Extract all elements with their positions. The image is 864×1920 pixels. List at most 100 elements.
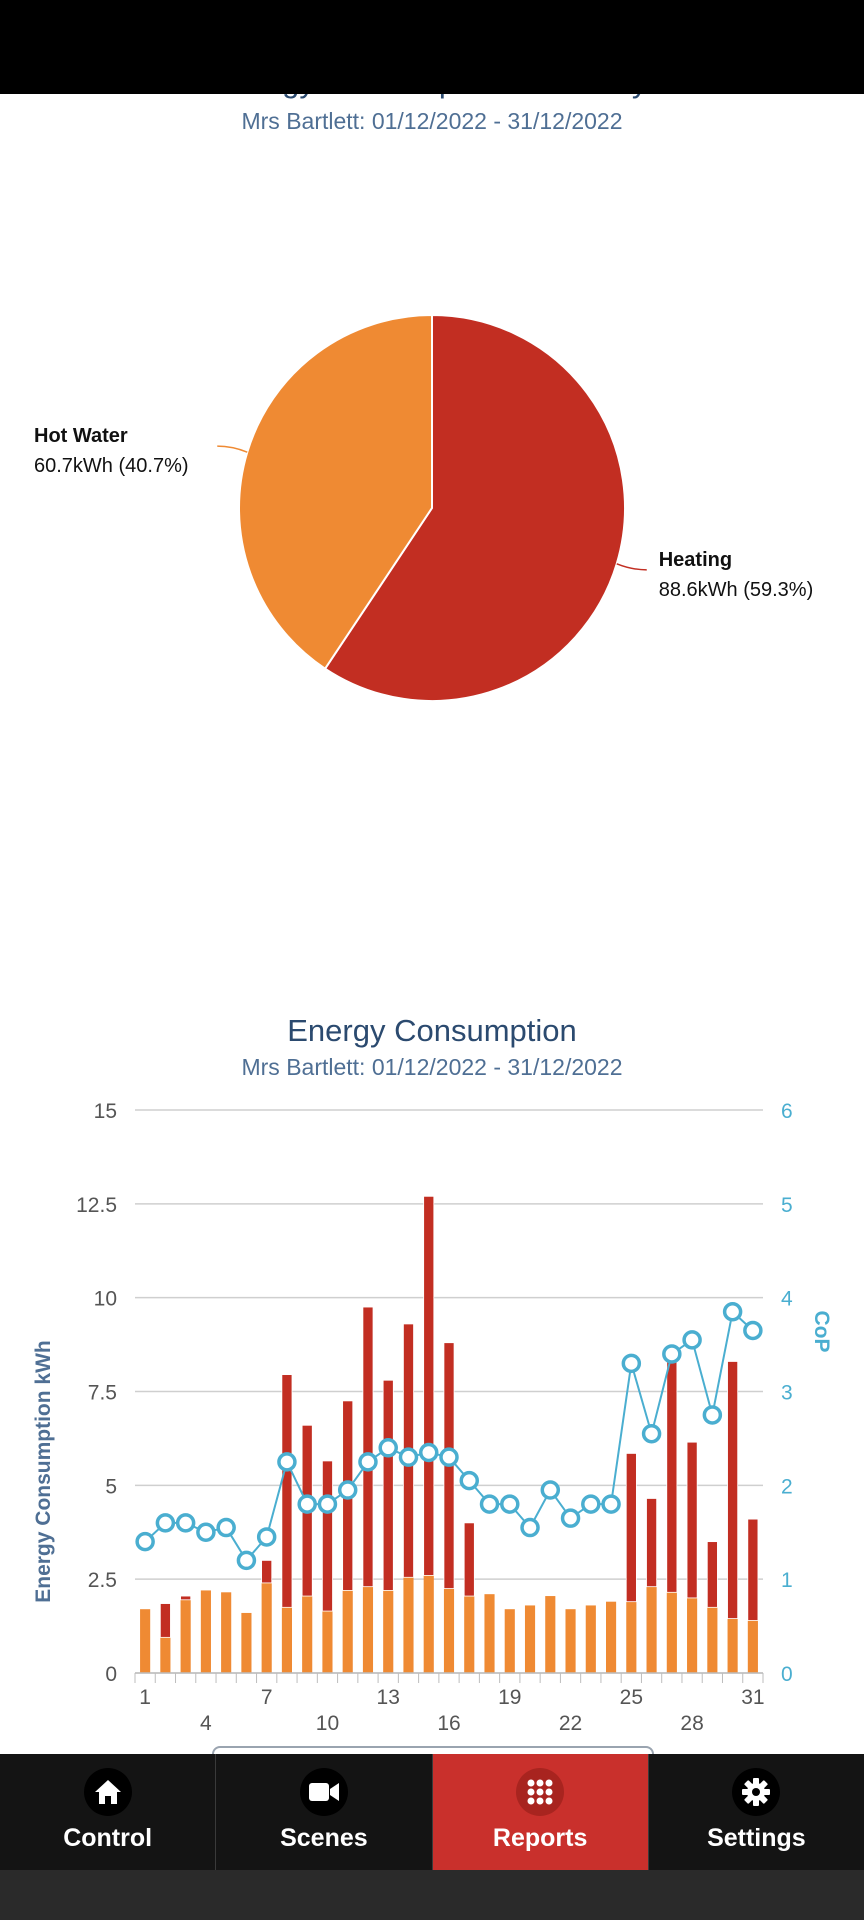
cop-point[interactable] [418, 1442, 439, 1463]
bar-heating[interactable] [625, 1453, 637, 1603]
bar-hot-water[interactable] [626, 1601, 637, 1673]
bar-hot-water[interactable] [565, 1609, 576, 1673]
bar-hot-water[interactable] [484, 1594, 495, 1673]
bar-hot-water[interactable] [423, 1575, 434, 1673]
cop-point[interactable] [155, 1513, 176, 1533]
bar-hot-water[interactable] [302, 1596, 313, 1673]
bar-hot-water[interactable] [443, 1588, 455, 1673]
cop-point[interactable] [439, 1447, 459, 1467]
bar-heating[interactable] [382, 1379, 394, 1591]
bar-heating[interactable] [463, 1522, 475, 1597]
cop-point[interactable] [500, 1494, 520, 1514]
bar-hot-water[interactable] [180, 1599, 191, 1673]
bar-heating[interactable] [686, 1441, 698, 1599]
bar-heating[interactable] [362, 1306, 374, 1588]
cop-point[interactable] [196, 1522, 216, 1542]
bar-hot-water[interactable] [322, 1611, 333, 1673]
cop-point[interactable] [297, 1494, 317, 1514]
cop-point[interactable] [601, 1494, 621, 1514]
bar-heating[interactable] [159, 1603, 171, 1638]
y2-tick-label: 0 [781, 1663, 793, 1686]
pie-label-value: 88.6kWh (59.3%) [659, 579, 814, 601]
bar-heating[interactable] [321, 1460, 333, 1612]
bar-hot-water[interactable] [140, 1609, 151, 1673]
cop-point[interactable] [560, 1508, 581, 1528]
bar-hot-water[interactable] [666, 1592, 677, 1673]
drawer-handle[interactable] [212, 1746, 654, 1756]
tab-control[interactable]: Control [0, 1754, 217, 1870]
bar-hot-water[interactable] [241, 1612, 252, 1673]
cop-point[interactable] [641, 1423, 662, 1444]
bar-hot-water[interactable] [524, 1605, 536, 1673]
x-tick-label: 19 [498, 1686, 521, 1709]
tab-scenes[interactable]: Scenes [216, 1754, 433, 1870]
pie-slice-hot-water[interactable] [238, 313, 433, 671]
cop-point[interactable] [337, 1480, 358, 1500]
cop-point[interactable] [662, 1344, 682, 1364]
cop-point[interactable] [702, 1405, 723, 1425]
cop-point[interactable] [722, 1301, 743, 1322]
cop-point[interactable] [398, 1447, 419, 1467]
cop-point[interactable] [236, 1550, 257, 1571]
bar-hot-water[interactable] [383, 1590, 394, 1673]
bar-heating[interactable] [180, 1595, 192, 1601]
cop-point[interactable] [175, 1513, 196, 1533]
bar-hot-water[interactable] [261, 1582, 272, 1673]
tab-settings[interactable]: Settings [649, 1754, 864, 1870]
tab-reports-label: Reports [492, 1824, 588, 1852]
cop-point[interactable] [216, 1517, 236, 1538]
cop-point[interactable] [743, 1320, 763, 1341]
cop-point[interactable] [581, 1494, 601, 1514]
bar-hot-water[interactable] [281, 1607, 292, 1673]
bar-hot-water[interactable] [747, 1620, 758, 1673]
x-tick-label: 4 [200, 1712, 212, 1735]
cop-point[interactable] [358, 1452, 378, 1472]
pie-label-name: Heating [659, 549, 732, 571]
bar-hot-water[interactable] [585, 1605, 596, 1673]
cop-point[interactable] [317, 1494, 338, 1514]
bar-heating[interactable] [727, 1361, 739, 1619]
system-nav-bar [0, 1870, 864, 1920]
bar-hot-water[interactable] [687, 1597, 698, 1673]
pie-slice-heating[interactable] [323, 313, 626, 702]
bar-hot-water[interactable] [606, 1601, 617, 1673]
bar-heating[interactable] [281, 1374, 293, 1608]
cop-point[interactable] [256, 1527, 277, 1547]
pie-chart-subtitle: Mrs Bartlett: 01/12/2022 - 31/12/2022 [241, 108, 623, 134]
cop-point[interactable] [621, 1353, 642, 1374]
bar-hot-water[interactable] [160, 1637, 171, 1673]
bar-heating[interactable] [706, 1541, 718, 1608]
y2-tick-label: 4 [781, 1288, 793, 1311]
bar-heating[interactable] [666, 1357, 678, 1593]
cop-point[interactable] [378, 1438, 398, 1458]
cop-point[interactable] [135, 1531, 155, 1552]
y2-tick-label: 5 [781, 1194, 793, 1217]
bar-hot-water[interactable] [464, 1596, 475, 1673]
x-tick-label: 13 [377, 1686, 400, 1709]
bar-heating[interactable] [423, 1195, 435, 1576]
tab-reports[interactable]: Reports [432, 1754, 649, 1870]
y-tick-label: 0 [105, 1663, 117, 1686]
bar-heating[interactable] [747, 1518, 759, 1621]
cop-point[interactable] [682, 1330, 702, 1350]
bar-hot-water[interactable] [221, 1592, 232, 1673]
bar-hot-water[interactable] [504, 1609, 515, 1673]
bar-heating[interactable] [646, 1498, 658, 1588]
cop-point[interactable] [277, 1452, 297, 1472]
cop-point[interactable] [540, 1480, 561, 1500]
bar-hot-water[interactable] [362, 1586, 374, 1673]
bar-hot-water[interactable] [403, 1577, 414, 1673]
cop-point[interactable] [479, 1494, 500, 1514]
bar-hot-water[interactable] [200, 1590, 211, 1673]
bar-hot-water[interactable] [646, 1586, 657, 1673]
bar-hot-water[interactable] [545, 1596, 556, 1673]
x-tick-label: 25 [620, 1686, 643, 1709]
bar-hot-water[interactable] [342, 1590, 353, 1673]
bar-hot-water[interactable] [707, 1607, 718, 1673]
bar-hot-water[interactable] [727, 1618, 738, 1673]
bar-heating[interactable] [261, 1559, 273, 1584]
cop-point[interactable] [520, 1517, 540, 1538]
y2-tick-label: 1 [781, 1569, 793, 1592]
cop-point[interactable] [459, 1470, 480, 1491]
